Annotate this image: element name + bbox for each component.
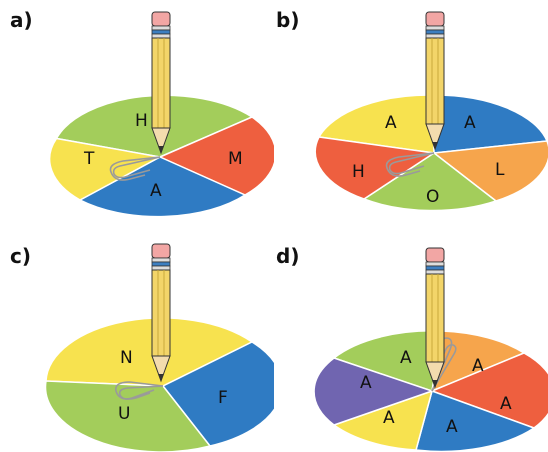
- sector-d-4: [415, 390, 536, 452]
- panel-label-c: c): [10, 244, 31, 268]
- sector-a-4: [48, 137, 163, 201]
- sector-b-3: [432, 140, 548, 202]
- sector-label-a-2: M: [228, 149, 243, 169]
- sector-label-b-1: A: [385, 113, 397, 133]
- spinner-c-sectors: [44, 317, 274, 452]
- sector-label-c-1: N: [120, 348, 133, 368]
- sector-d-6: [313, 357, 435, 426]
- sector-b-4: [362, 152, 498, 212]
- spinner-d-graphic: d) A A A A A A: [276, 244, 548, 452]
- sector-b-5: [314, 136, 437, 200]
- sector-label-c-3: U: [118, 404, 130, 424]
- spinner-panel-a: a) H M A T: [0, 0, 274, 226]
- sector-label-a-1: H: [135, 111, 148, 131]
- paperclip-icon: [385, 152, 435, 177]
- sector-b-2: [433, 94, 548, 154]
- spinner-b-sectors: [314, 94, 548, 212]
- pencil-icon: [425, 247, 445, 389]
- sector-b-1: [317, 94, 435, 154]
- sector-d-3: [429, 352, 548, 429]
- spinner-panel-d: d) A A A A A A: [274, 226, 548, 452]
- pencil-icon: [151, 11, 171, 155]
- sector-label-d-4: A: [446, 417, 458, 437]
- spinner-b-graphic: b) A A L O H: [276, 8, 548, 212]
- sector-label-a-4: T: [83, 149, 95, 169]
- sector-label-b-2: A: [464, 113, 476, 133]
- sector-label-d-6: A: [360, 373, 372, 393]
- sector-c-2: [161, 341, 274, 447]
- sector-label-d-2: A: [472, 356, 484, 376]
- sector-label-d-5: A: [383, 408, 395, 428]
- panel-label-a: a): [10, 8, 33, 32]
- sector-d-5: [332, 389, 434, 451]
- sector-label-b-5: H: [352, 162, 365, 182]
- sector-label-b-3: L: [495, 160, 505, 180]
- sector-a-3: [78, 156, 247, 218]
- sector-label-c-2: F: [218, 388, 228, 408]
- panel-label-d: d): [276, 244, 299, 268]
- spinner-c-graphic: c) N F U: [10, 243, 274, 452]
- spinner-a-sectors: [48, 94, 274, 218]
- sector-c-1: [45, 317, 254, 387]
- sector-label-d-3: A: [500, 394, 512, 414]
- sector-label-a-3: A: [150, 181, 162, 201]
- paperclip-icon: [114, 381, 164, 400]
- sector-a-2: [158, 116, 274, 196]
- spinner-panel-b: b) A A L O H: [274, 0, 548, 226]
- paperclip-icon: [109, 156, 161, 181]
- spinner-panel-c: c) N F U: [0, 226, 274, 452]
- spinner-a-graphic: a) H M A T: [10, 8, 274, 218]
- sector-c-3: [44, 380, 212, 452]
- pencil-icon: [151, 243, 171, 383]
- panel-label-b: b): [276, 8, 299, 32]
- pencil-icon: [425, 11, 445, 151]
- sector-label-b-4: O: [426, 187, 439, 207]
- sector-label-d-1: A: [400, 348, 412, 368]
